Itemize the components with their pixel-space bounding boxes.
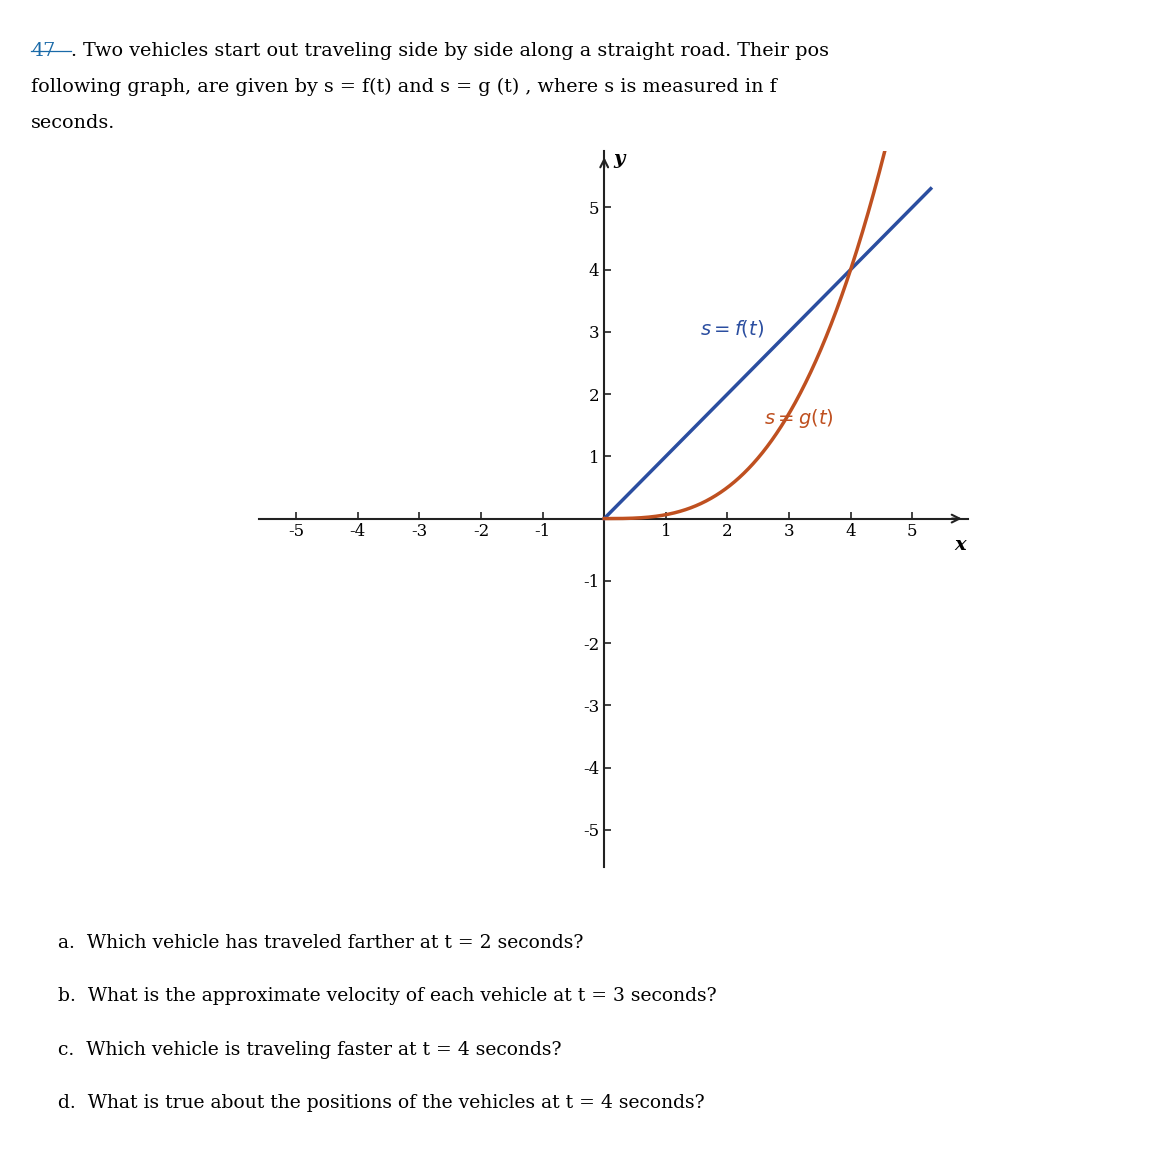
Text: seconds.: seconds. bbox=[31, 114, 115, 132]
Text: $s = f(t)$: $s = f(t)$ bbox=[699, 319, 764, 340]
Text: c.  Which vehicle is traveling faster at t = 4 seconds?: c. Which vehicle is traveling faster at … bbox=[58, 1041, 561, 1058]
Text: $s = g(t)$: $s = g(t)$ bbox=[765, 407, 834, 430]
Text: d.  What is true about the positions of the vehicles at t = 4 seconds?: d. What is true about the positions of t… bbox=[58, 1094, 704, 1112]
Text: following graph, are given by s = f(t) and s = g (t) , where s is measured in f: following graph, are given by s = f(t) a… bbox=[31, 78, 776, 97]
Text: . Two vehicles start out traveling side by side along a straight road. Their pos: . Two vehicles start out traveling side … bbox=[71, 42, 829, 59]
Text: y: y bbox=[613, 150, 624, 168]
Text: x: x bbox=[955, 535, 967, 554]
Text: b.  What is the approximate velocity of each vehicle at t = 3 seconds?: b. What is the approximate velocity of e… bbox=[58, 987, 717, 1005]
Text: a.  Which vehicle has traveled farther at t = 2 seconds?: a. Which vehicle has traveled farther at… bbox=[58, 934, 583, 951]
Text: 47: 47 bbox=[31, 42, 55, 59]
